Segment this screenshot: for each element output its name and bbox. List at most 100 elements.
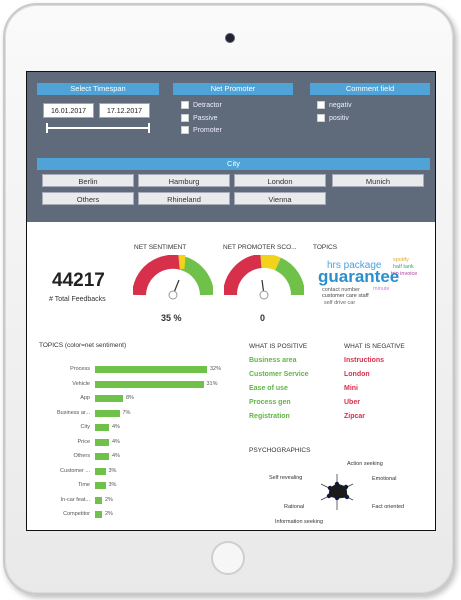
wordcloud-word: contact number [322, 287, 360, 293]
positive-title: WHAT IS POSITIVE [249, 343, 308, 350]
net-sentiment-title: NET SENTIMENT [134, 244, 187, 251]
date-from-input[interactable]: 16.01.2017 [43, 103, 94, 118]
bar-value-label: 32% [210, 366, 222, 372]
bar-label: Competitor [63, 511, 90, 517]
gauge-hub [168, 290, 178, 300]
bar-label: Process [70, 366, 90, 372]
net-promoter-header: Net Promoter [173, 83, 293, 95]
dashboard-screen: Select Timespan 16.01.2017 17.12.2017 Ne… [26, 71, 436, 531]
bar-label: Price [77, 438, 90, 445]
bar-value-label: 2% [105, 496, 113, 503]
city-vienna[interactable]: Vienna [234, 192, 326, 205]
slider-end-handle[interactable] [148, 123, 150, 133]
date-to-input[interactable]: 17.12.2017 [99, 103, 150, 118]
positive-item: Business area [249, 357, 297, 364]
bar[interactable] [95, 409, 120, 417]
bar-value-label: 4% [112, 453, 120, 459]
positive-item: Registration [249, 413, 290, 420]
bar-value-label: 7% [122, 409, 131, 416]
wordcloud-word: hrs package [327, 260, 382, 271]
positive-item: Process gen [249, 399, 291, 406]
bar-value-label: 31% [206, 380, 218, 387]
bar-label: Others [73, 453, 90, 459]
checkbox-box[interactable] [181, 101, 189, 109]
bar[interactable] [95, 438, 109, 446]
radar-axis-label: Action seeking [347, 461, 383, 467]
checkbox-label: negativ [329, 101, 352, 109]
radar-axis-label: Fact oriented [372, 504, 405, 510]
city-munich[interactable]: Munich [332, 174, 424, 187]
timespan-header: Select Timespan [37, 83, 159, 95]
total-feedbacks-label: # Total Feedbacks [49, 296, 106, 303]
psychographics-title: PSYCHOGRAPHICS [249, 447, 311, 454]
topics-chart-title: TOPICS (color=net sentiment) [39, 342, 127, 349]
dashboard-content: 44217 # Total Feedbacks NET SENTIMENT 35… [27, 222, 435, 530]
net-promoter-title: NET PROMOTER SCO... [223, 244, 297, 251]
checkbox-label: Promoter [193, 126, 222, 134]
slider-start-handle[interactable] [46, 123, 48, 133]
bar[interactable] [95, 496, 102, 504]
wordcloud-word: half tank [393, 264, 414, 270]
bar-label: City [80, 424, 90, 430]
negative-item: Mini [344, 385, 358, 392]
wordcloud-word: customer care staff [322, 293, 369, 299]
bar[interactable] [95, 395, 123, 402]
checkbox-detractor[interactable]: Detractor [181, 101, 222, 109]
bar[interactable] [95, 467, 106, 475]
camera-icon [225, 33, 235, 43]
gauge-negative-arc [224, 255, 263, 296]
bar-label: Business ar... [56, 409, 90, 416]
radar-axis-label: Emotional [372, 476, 397, 482]
radar-axis-label: Rational [284, 504, 305, 510]
bar[interactable] [95, 511, 102, 518]
gauge-positive-arc [179, 256, 213, 296]
bar[interactable] [95, 482, 106, 489]
gauge-hub [259, 290, 269, 300]
city-london[interactable]: London [234, 174, 326, 187]
bar-value-label: 4% [112, 424, 120, 430]
net-sentiment-value: 35 % [161, 313, 182, 323]
city-rhineland[interactable]: Rhineland [138, 192, 230, 205]
checkbox-label: Detractor [193, 101, 222, 109]
checkbox-box[interactable] [317, 101, 325, 109]
wordcloud-word: trip invoice [391, 271, 418, 277]
checkbox-box[interactable] [317, 114, 325, 122]
radar-axis-label: Information seeking [275, 519, 323, 525]
bar[interactable] [95, 366, 207, 373]
checkbox-negativ[interactable]: negativ [317, 101, 352, 109]
wordcloud-word: minute [373, 286, 390, 292]
net-promoter-value: 0 [260, 313, 266, 323]
bar-label: App [80, 395, 90, 401]
radar-axis-label: Self revealing [269, 475, 303, 481]
negative-item: London [344, 371, 370, 378]
negative-item: Zipcar [344, 413, 366, 420]
city-hamburg[interactable]: Hamburg [138, 174, 230, 187]
checkbox-box[interactable] [181, 126, 189, 134]
bar-label: In-car feat... [60, 496, 90, 503]
checkbox-promoter[interactable]: Promoter [181, 126, 222, 134]
psychographics-radar [320, 474, 354, 510]
negative-item: Uber [344, 399, 360, 406]
checkbox-passive[interactable]: Passive [181, 114, 218, 122]
total-feedbacks-value: 44217 [52, 270, 105, 291]
bar-label: Customer ... [60, 467, 90, 474]
topics-title: TOPICS [313, 244, 338, 251]
home-button[interactable] [211, 541, 245, 575]
timespan-slider[interactable] [46, 123, 150, 133]
bar[interactable] [95, 424, 109, 431]
checkbox-box[interactable] [181, 114, 189, 122]
wordcloud-word: guarantee [318, 267, 400, 286]
checkbox-positiv[interactable]: positiv [317, 114, 349, 122]
checkbox-label: positiv [329, 114, 349, 122]
negative-item: Instructions [344, 357, 385, 364]
bar[interactable] [95, 380, 204, 388]
city-berlin[interactable]: Berlin [42, 174, 134, 187]
net-sentiment-gauge [133, 255, 213, 300]
bar-value-label: 2% [105, 511, 113, 517]
city-header: City [37, 158, 430, 170]
gauge-neutral-arc [260, 255, 281, 271]
comment-field-header: Comment field [310, 83, 430, 95]
checkbox-label: Passive [193, 114, 218, 122]
city-others[interactable]: Others [42, 192, 134, 205]
bar[interactable] [95, 453, 109, 460]
